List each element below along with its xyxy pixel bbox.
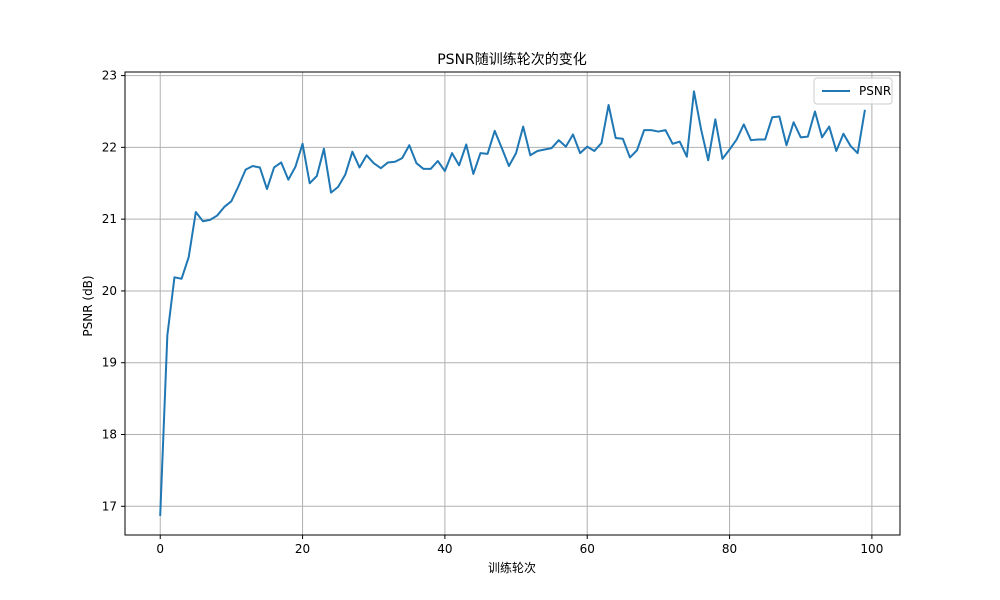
y-axis-ticks: 17 18 19 20 21 22 23	[102, 69, 125, 513]
series-layer	[159, 90, 866, 516]
y-tick-label: 19	[102, 356, 117, 370]
x-tick-label: 40	[437, 542, 452, 556]
x-tick-label: 20	[295, 542, 310, 556]
legend-box	[813, 77, 893, 105]
series-line-psnr	[159, 90, 866, 516]
x-tick-label: 0	[156, 542, 164, 556]
x-axis-ticks: 0 20 40 60 80 100	[156, 535, 883, 556]
y-tick-label: 18	[102, 428, 117, 442]
x-tick-label: 100	[860, 542, 883, 556]
chart-title: PSNR随训练轮次的变化	[437, 52, 587, 68]
y-tick-label: 20	[102, 284, 117, 298]
x-tick-label: 60	[580, 542, 595, 556]
legend: PSNR	[813, 77, 893, 105]
grid-lines	[125, 72, 900, 535]
plot-frame	[124, 71, 901, 536]
y-axis-label: PSNR (dB)	[81, 275, 95, 336]
y-tick-label: 21	[102, 212, 117, 226]
y-tick-label: 17	[102, 499, 117, 513]
y-tick-label: 23	[102, 69, 117, 83]
x-tick-label: 80	[722, 542, 737, 556]
y-tick-label: 22	[102, 140, 117, 154]
x-axis-label: 训练轮次	[488, 560, 536, 575]
legend-label-psnr: PSNR	[859, 84, 891, 98]
